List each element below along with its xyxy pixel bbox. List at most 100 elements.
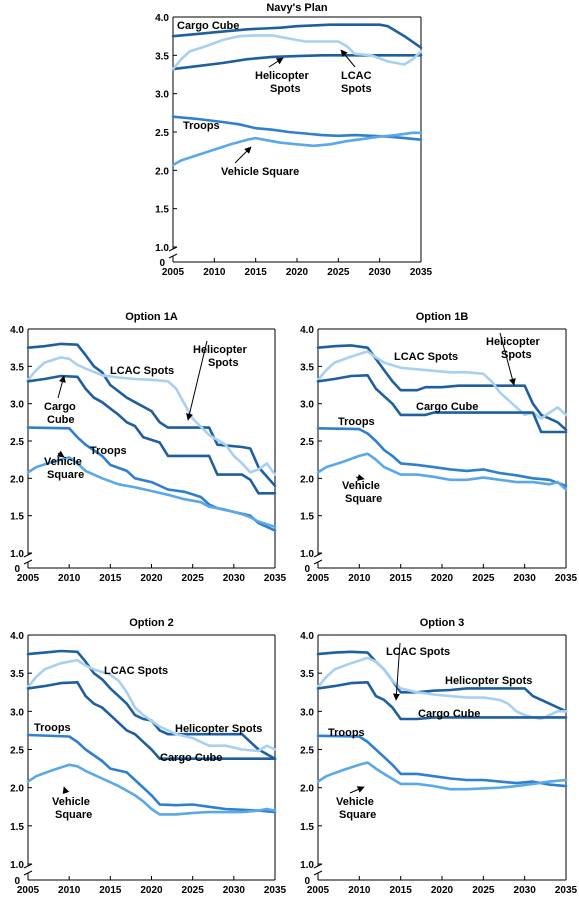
y-tick-label: 1.0 [300, 549, 314, 560]
y-tick-label: 3.5 [10, 362, 24, 373]
series-label: Helicopter Spots [255, 70, 310, 95]
annotation-arrow [56, 450, 65, 458]
series-label-line: Square [345, 493, 382, 505]
series-label-line: Spots [270, 83, 301, 95]
series-line-lcac-spots [26, 356, 277, 476]
x-tick-label: 2020 [140, 573, 163, 584]
series-label-line: Vehicle [342, 480, 380, 492]
y-tick-label: 2.0 [155, 166, 169, 177]
axis-break-mark [313, 552, 323, 558]
series-label-line: Vehicle Square [221, 166, 299, 178]
x-tick-label: 2005 [307, 885, 330, 896]
x-tick-label: 2010 [203, 267, 226, 278]
x-tick-label: 2030 [514, 885, 537, 896]
y-tick-label: 3.0 [300, 400, 314, 411]
series-line-cargo-cube [316, 373, 568, 434]
series-label: Cargo Cube [44, 401, 76, 426]
x-tick-label: 2035 [410, 267, 433, 278]
x-tick-label: 2035 [264, 573, 287, 584]
y-tick-label: 2.0 [300, 784, 314, 795]
x-tick-label: 2010 [348, 885, 371, 896]
series-label: Vehicle Square [336, 796, 376, 821]
series-label: Cargo Cube [160, 752, 222, 764]
series-label: Vehicle Square [52, 796, 92, 821]
series-line-helicopter-spots [26, 342, 277, 488]
series-line-troops [26, 733, 277, 814]
y-tick-label: 4.0 [10, 631, 24, 642]
series-label-line: Square [47, 469, 84, 481]
series-label: Helicopter Spots [175, 723, 262, 735]
series-label-line: LCAC Spots [386, 646, 450, 658]
series-label-line: Helicopter [193, 344, 248, 356]
annotation-arrow [392, 642, 401, 701]
series-line-cargo-cube [26, 374, 277, 495]
y-tick-label: 3.5 [155, 51, 169, 62]
series-label-line: Cargo [44, 401, 76, 413]
series-label: Troops [90, 445, 127, 457]
axis-break-mark [313, 559, 323, 565]
y-tick-label: 2.5 [10, 746, 24, 757]
series-label-line: Troops [328, 727, 365, 739]
y-zero-label: 0 [14, 876, 20, 887]
x-tick-label: 2035 [555, 573, 578, 584]
series-label-line: Cargo Cube [177, 20, 239, 32]
x-tick-label: 2030 [514, 573, 537, 584]
series-label-line: Troops [90, 445, 127, 457]
series-line-cargo-cube [316, 680, 568, 721]
y-tick-label: 3.5 [10, 669, 24, 680]
series-line-lcac-spots [26, 658, 277, 753]
y-tick-label: 1.5 [300, 822, 314, 833]
x-tick-label: 2025 [472, 885, 495, 896]
series-label-line: Square [55, 809, 92, 821]
axis-break-mark [23, 870, 33, 876]
x-tick-label: 2010 [348, 573, 371, 584]
x-tick-label: 2005 [17, 573, 40, 584]
series-label-line: LCAC [341, 70, 372, 82]
series-line-vehicle-square [26, 763, 277, 816]
series-label: Cargo Cube [177, 20, 239, 32]
series-label: Troops [338, 416, 375, 428]
series-label-line: Helicopter [255, 70, 310, 82]
series-line-troops [316, 734, 568, 788]
series-label: LCAC Spots [341, 70, 372, 95]
x-tick-label: 2005 [307, 573, 330, 584]
x-tick-label: 2025 [182, 885, 205, 896]
series-label-line: Square [339, 809, 376, 821]
annotation-arrow [186, 340, 208, 421]
panel-title: Option 1B [416, 311, 469, 323]
axis-break-mark [23, 863, 33, 869]
series-label-line: Helicopter Spots [175, 723, 262, 735]
y-tick-label: 3.0 [10, 707, 24, 718]
annotation-arrow [268, 57, 284, 68]
axis-break-mark [23, 559, 33, 565]
y-zero-label: 0 [159, 258, 165, 269]
y-tick-label: 1.0 [155, 243, 169, 254]
series-line-vehicle-square [316, 761, 568, 791]
series-label-line: Spots [341, 83, 372, 95]
x-tick-label: 2015 [99, 885, 122, 896]
series-label: LCAC Spots [386, 646, 450, 658]
y-tick-label: 3.0 [155, 90, 169, 101]
x-tick-label: 2020 [140, 885, 163, 896]
series-line-helicopter-spots [316, 650, 568, 713]
axis-break-mark [168, 246, 178, 252]
series-label: LCAC Spots [394, 351, 458, 363]
y-tick-label: 1.0 [10, 549, 24, 560]
y-zero-label: 0 [304, 876, 310, 887]
x-tick-label: 2035 [264, 885, 287, 896]
series-label: Troops [183, 120, 220, 132]
y-tick-label: 2.5 [300, 437, 314, 448]
y-tick-label: 3.0 [300, 707, 314, 718]
annotation-arrow [355, 474, 365, 481]
axis-break-mark [313, 870, 323, 876]
y-tick-label: 3.5 [300, 669, 314, 680]
series-label: Helicopter Spots [193, 344, 248, 369]
x-tick-label: 2010 [58, 885, 81, 896]
series-label: Cargo Cube [418, 708, 480, 720]
series-label: Vehicle Square [44, 456, 84, 481]
y-tick-label: 1.5 [10, 512, 24, 523]
annotation-arrow [234, 146, 252, 164]
